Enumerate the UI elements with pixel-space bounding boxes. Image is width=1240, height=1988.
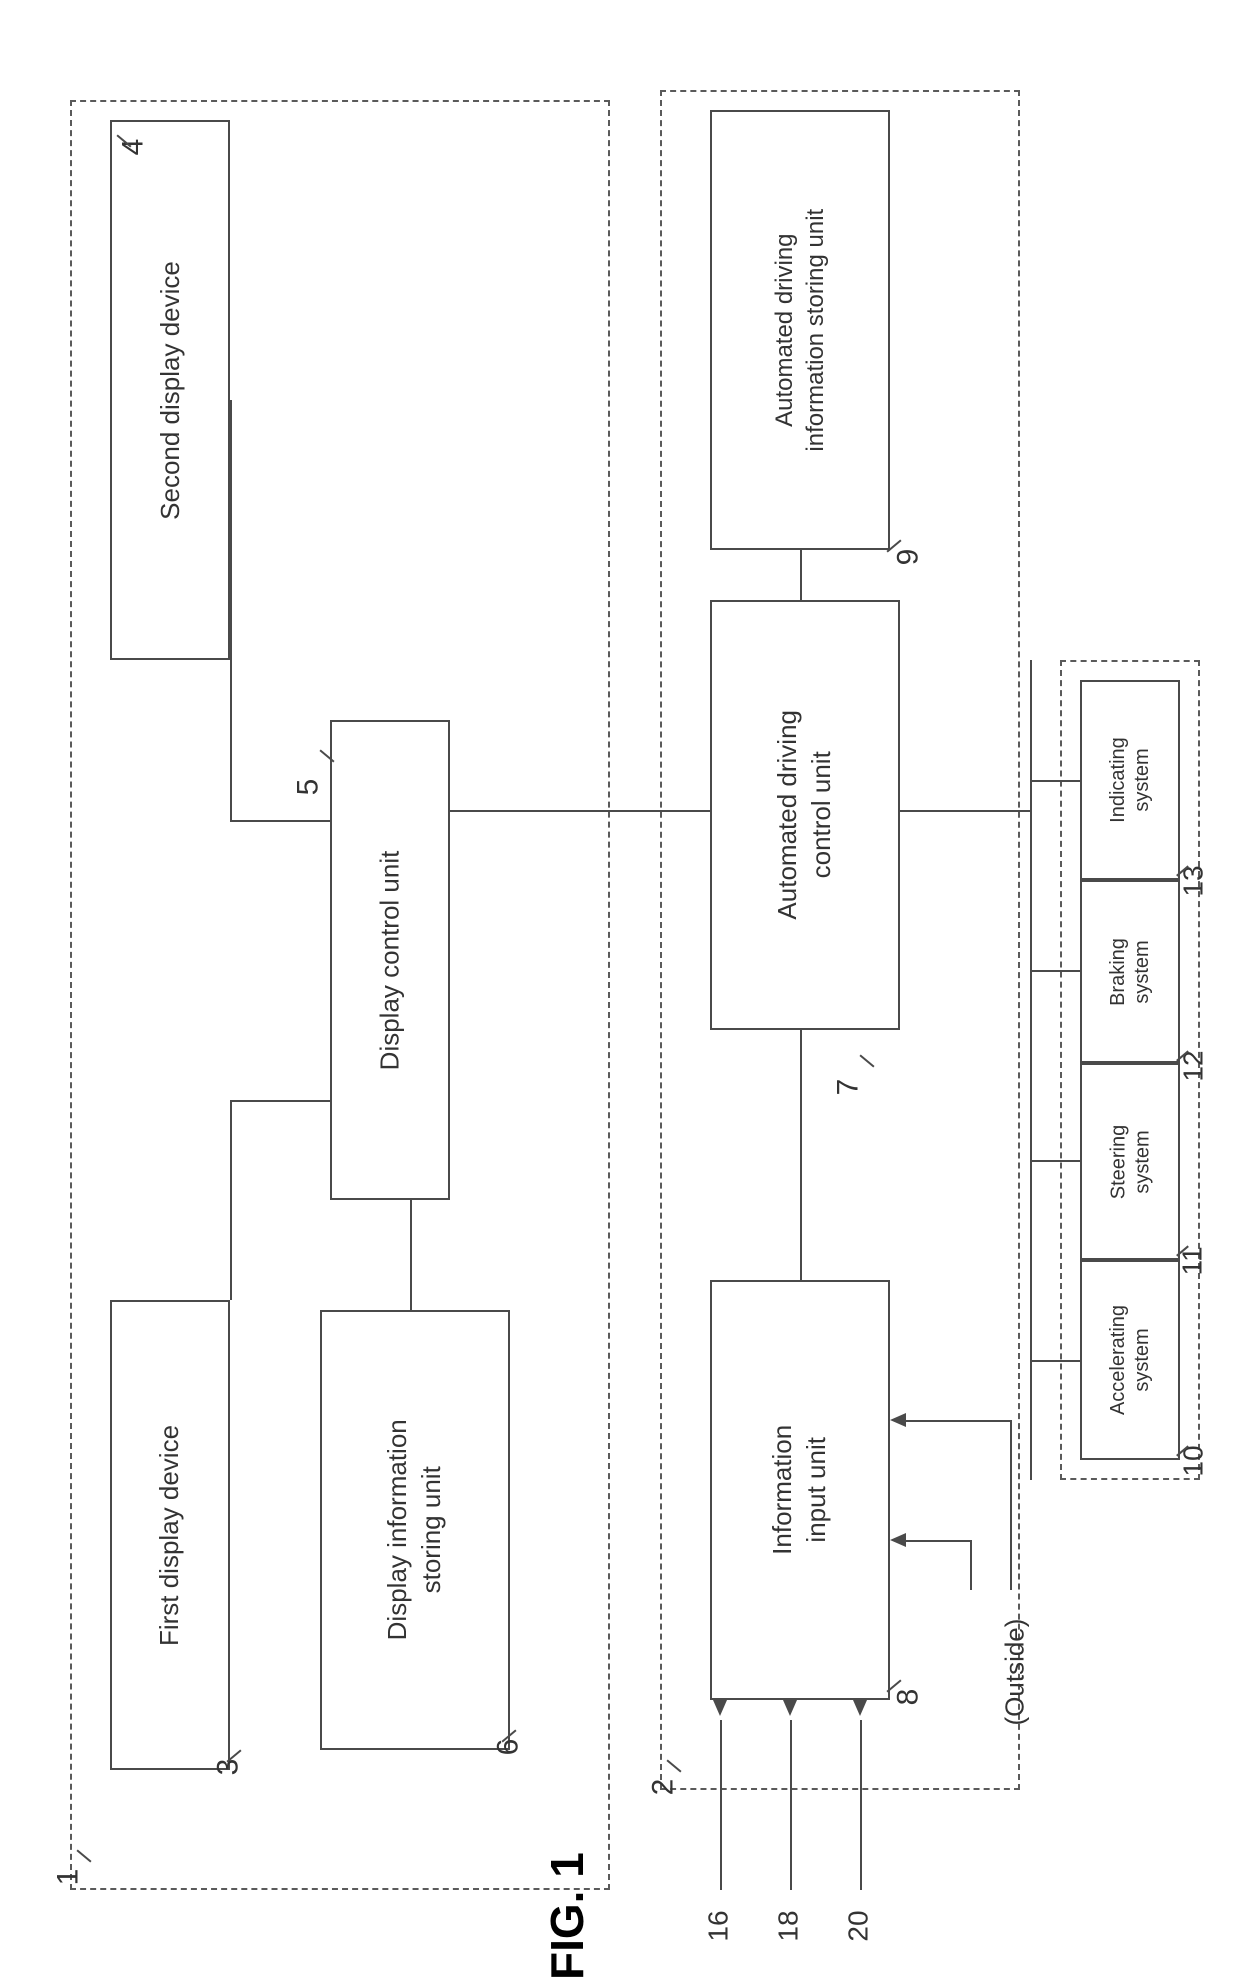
ref-16: 16 <box>703 1910 735 1941</box>
arrow-outside-2-v <box>1010 1420 1012 1590</box>
braking-system-box: Brakingsystem <box>1080 880 1180 1063</box>
auto-control-label: Automated drivingcontrol unit <box>771 710 839 920</box>
arrow-18-line <box>790 1720 792 1890</box>
stub-10 <box>1030 1360 1080 1362</box>
accelerating-label: Acceleratingsystem <box>1106 1305 1154 1415</box>
auto-control-unit-box: Automated drivingcontrol unit <box>710 600 900 1030</box>
braking-label: Brakingsystem <box>1106 938 1154 1006</box>
auto-storing-unit-box: Automated drivinginformation storing uni… <box>710 110 890 550</box>
ref-7: 7 <box>831 1079 865 1096</box>
arrow-outside-2-head-left <box>890 1413 906 1427</box>
conn-9-7 <box>800 550 802 600</box>
ref-8: 8 <box>891 1689 925 1706</box>
conn-7-sys-h <box>900 810 1030 812</box>
first-display-device-box: First display device <box>110 1300 230 1770</box>
conn-7-sys-v <box>1030 660 1032 1480</box>
arrow-18-head <box>783 1700 797 1716</box>
arrow-16-line <box>720 1720 722 1890</box>
conn-4-5-v <box>230 400 232 820</box>
diagram-canvas: FIG. 1 1 2 First display device 3 Second… <box>0 0 1240 1988</box>
steering-label: Steeringsystem <box>1106 1124 1154 1199</box>
second-display-label: Second display device <box>155 261 186 520</box>
ref-20: 20 <box>843 1910 875 1941</box>
arrow-outside-2-h <box>905 1420 1012 1422</box>
ref-1: 1 <box>51 1869 85 1886</box>
arrow-20-line <box>860 1720 862 1890</box>
stub-13 <box>1030 780 1080 782</box>
indicating-system-box: Indicatingsystem <box>1080 680 1180 880</box>
arrow-outside-1-h <box>905 1540 972 1542</box>
conn-6-5 <box>410 1200 412 1310</box>
ref-6: 6 <box>491 1739 525 1756</box>
conn-5-7 <box>450 810 710 812</box>
auto-storing-label: Automated drivinginformation storing uni… <box>769 209 831 452</box>
info-input-label: Informationinput unit <box>766 1425 834 1555</box>
conn-3-5-v <box>230 1100 232 1300</box>
outside-label: (Outside) <box>1000 1606 1031 1726</box>
display-storing-unit-box: Display informationstoring unit <box>320 1310 510 1750</box>
second-display-device-box: Second display device <box>110 120 230 660</box>
arrow-16-head <box>713 1700 727 1716</box>
stub-11 <box>1030 1160 1080 1162</box>
arrow-20-head <box>853 1700 867 1716</box>
conn-4-5-h <box>230 820 330 822</box>
ref-9: 9 <box>891 549 925 566</box>
ref-2: 2 <box>646 1779 680 1796</box>
conn-3-5-h <box>230 1100 330 1102</box>
display-storing-label: Display informationstoring unit <box>381 1419 449 1640</box>
arrow-outside-1-head-left <box>890 1533 906 1547</box>
display-control-label: Display control unit <box>375 850 406 1070</box>
conn-8-7 <box>800 1030 802 1280</box>
first-display-label: First display device <box>155 1424 186 1645</box>
ref-5: 5 <box>291 779 325 796</box>
info-input-unit-box: Informationinput unit <box>710 1280 890 1700</box>
accelerating-system-box: Acceleratingsystem <box>1080 1260 1180 1460</box>
indicating-label: Indicatingsystem <box>1106 737 1154 823</box>
display-control-unit-box: Display control unit <box>330 720 450 1200</box>
ref-4: 4 <box>116 139 150 156</box>
arrow-outside-1-v <box>970 1540 972 1590</box>
ref-18: 18 <box>773 1910 805 1941</box>
stub-12 <box>1030 970 1080 972</box>
steering-system-box: Steeringsystem <box>1080 1063 1180 1260</box>
